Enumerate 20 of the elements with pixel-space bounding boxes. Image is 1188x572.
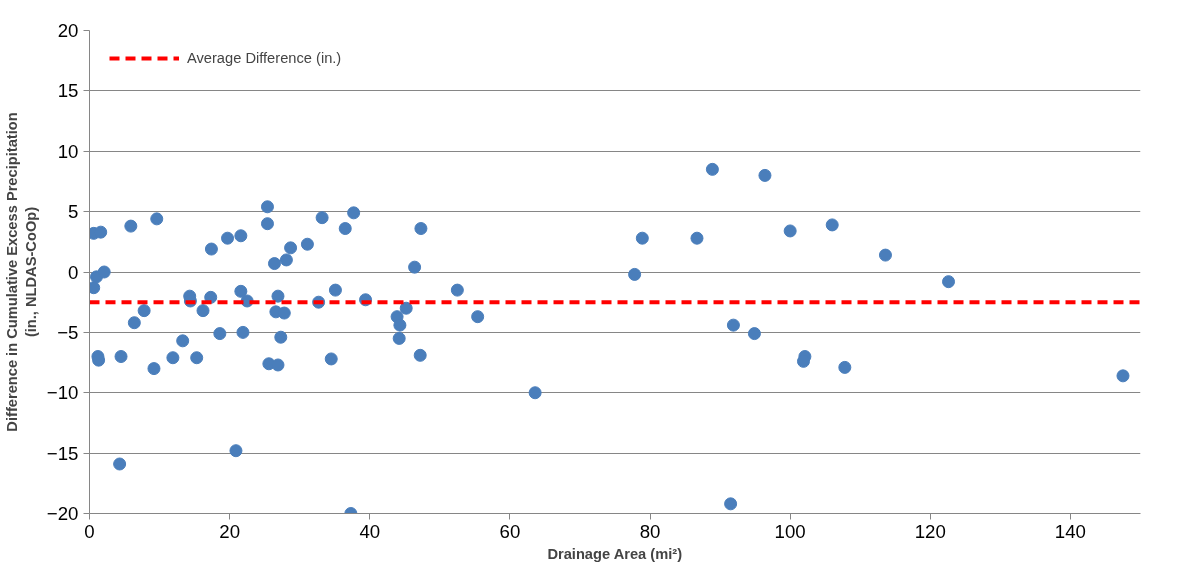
legend-label: Average Difference (in.) — [187, 50, 342, 66]
x-tick-label: 60 — [499, 520, 521, 542]
x-tick-label: 0 — [84, 520, 95, 542]
y-tick-label: 15 — [57, 80, 79, 102]
x-tick-label: 20 — [219, 520, 241, 542]
y-tick-label: −20 — [46, 503, 79, 524]
x-tick-label: 120 — [914, 520, 946, 542]
y-tick-label: 20 — [57, 20, 79, 41]
y-tick-label: 10 — [57, 140, 79, 162]
x-tick-label: 100 — [774, 520, 806, 542]
y-tick-label: −10 — [46, 382, 79, 404]
y-tick-label: −5 — [57, 321, 79, 343]
x-axis-title: Drainage Area (mi²) — [547, 545, 683, 562]
y-tick-label: 5 — [68, 201, 79, 223]
y-axis-title: Difference in Cumulative Excess Precipitation (in., NLDAS-CoOp) — [3, 112, 39, 432]
x-tick-label: 80 — [639, 520, 661, 542]
x-tick-label: 40 — [359, 520, 381, 542]
y-tick-label: −15 — [46, 442, 79, 464]
y-tick-label: 0 — [68, 261, 79, 283]
x-tick-label: 140 — [1054, 520, 1087, 542]
